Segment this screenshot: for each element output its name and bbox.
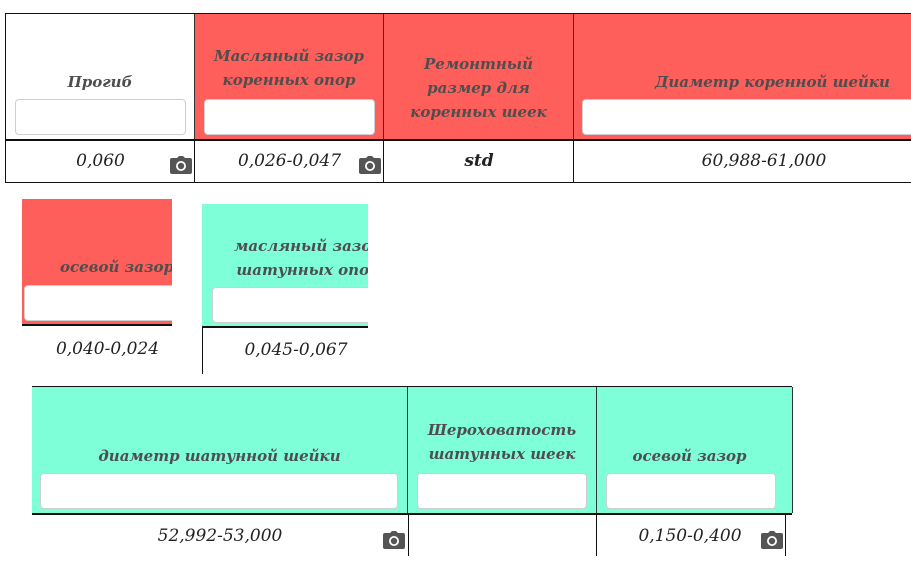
cell-rod-oil-clearance: 0,045-0,067 xyxy=(244,340,348,360)
header-label: Шероховатость шатунных шеек xyxy=(427,421,577,463)
header-label: Ремонтный размер для коренных шеек xyxy=(410,55,547,121)
cell-main-repair-size: std xyxy=(464,151,494,171)
cell-main-oil-clearance: 0,026-0,047 xyxy=(237,151,342,171)
camera-icon[interactable] xyxy=(170,156,192,174)
header-main-journal-diameter: Диаметр коренной шейки xyxy=(574,14,911,139)
filter-input[interactable] xyxy=(582,99,911,135)
cell-main-journal-diameter: 60,988-61,000 xyxy=(701,151,827,171)
rod-journals-table: диаметр шатунной шейки Шероховатость шат… xyxy=(32,386,794,556)
header-rod-journal-diameter: диаметр шатунной шейки xyxy=(32,387,408,513)
axial-clearance-table: осевой зазор 0,040-0,024 xyxy=(20,199,172,369)
cell-axial-clearance: 0,040-0,024 xyxy=(55,339,160,359)
header-main-oil-clearance: Масляный зазор коренных опор xyxy=(195,14,384,139)
header-label: Диаметр коренной шейки xyxy=(655,73,890,91)
cell-deflection: 0,060 xyxy=(76,151,125,171)
filter-input[interactable] xyxy=(204,99,375,135)
filter-input[interactable] xyxy=(417,473,587,509)
cell-rod-axial-clearance: 0,150-0,400 xyxy=(638,526,742,546)
header-deflection: Прогиб xyxy=(6,14,195,139)
filter-input[interactable] xyxy=(15,99,186,135)
rod-oil-clearance-table: масляный зазор шатунных опор 0,045-0,067 xyxy=(201,204,368,374)
camera-icon[interactable] xyxy=(359,156,381,174)
header-axial-clearance: осевой зазор xyxy=(22,199,172,324)
camera-icon[interactable] xyxy=(761,531,783,549)
header-label: масляный зазор шатунных опор xyxy=(234,237,368,279)
header-rod-oil-clearance: масляный зазор шатунных опор xyxy=(202,204,368,326)
camera-icon[interactable] xyxy=(383,531,405,549)
filter-input[interactable] xyxy=(24,285,172,321)
header-label: осевой зазор xyxy=(59,258,172,276)
filter-input[interactable] xyxy=(40,473,398,509)
header-rod-journal-roughness: Шероховатость шатунных шеек xyxy=(408,387,597,513)
header-label: Масляный зазор коренных опор xyxy=(213,47,365,89)
cell-rod-journal-diameter: 52,992-53,000 xyxy=(157,526,283,546)
header-rod-axial-clearance: осевой зазор шатуна xyxy=(597,387,793,513)
filter-input[interactable] xyxy=(606,473,776,509)
main-bearings-table: Прогиб Масляный зазор коренных опор Ремо… xyxy=(0,0,911,190)
header-label: диаметр шатунной шейки xyxy=(98,447,341,465)
header-main-repair-size: Ремонтный размер для коренных шеек xyxy=(384,14,574,139)
header-label: Прогиб xyxy=(67,73,133,91)
filter-input[interactable] xyxy=(212,287,368,323)
